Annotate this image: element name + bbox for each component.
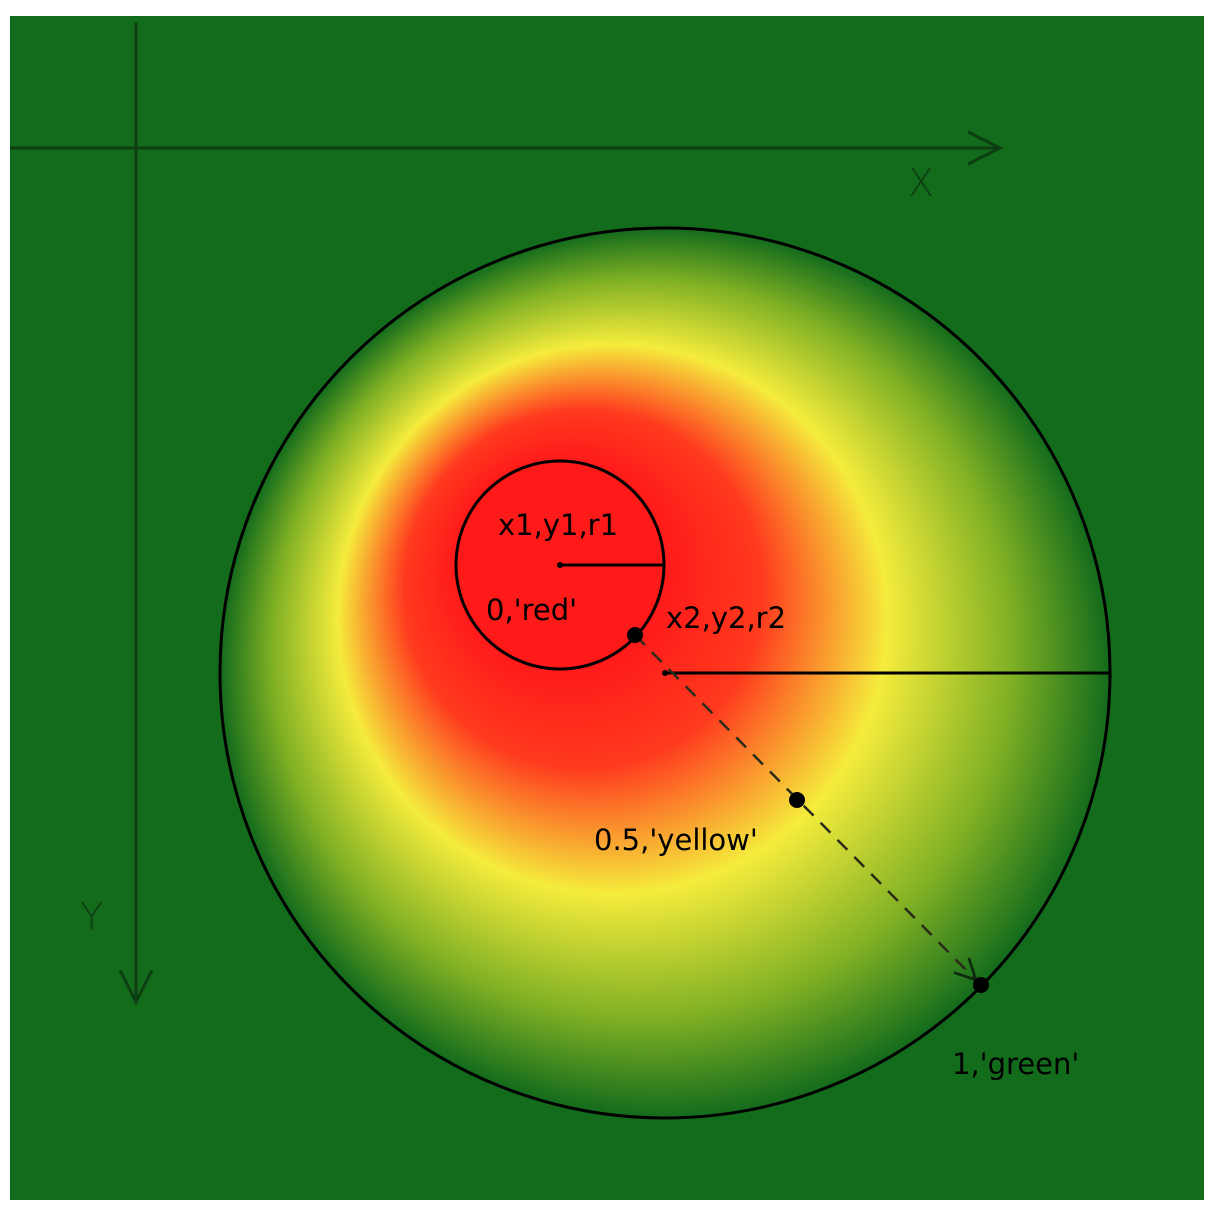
- y-axis: Y: [80, 22, 154, 1006]
- stop-0-label: 0,'red': [486, 593, 577, 627]
- outer-circle-label: x2,y2,r2: [666, 601, 786, 635]
- gradient-direction-line: [634, 634, 976, 980]
- inner-circle-label: x1,y1,r1: [498, 508, 618, 542]
- stop-point-1: [973, 977, 989, 993]
- stop-point-05: [789, 792, 805, 808]
- x-axis: X: [10, 130, 1004, 205]
- y-axis-arrowhead: [118, 969, 154, 1006]
- x-axis-arrowhead: [967, 130, 1004, 166]
- outer-center-point: [662, 670, 668, 676]
- stop-1-label: 1,'green': [952, 1047, 1079, 1081]
- stop-05-label: 0.5,'yellow': [594, 823, 758, 857]
- y-axis-label: Y: [80, 895, 103, 939]
- x-axis-label: X: [908, 161, 934, 205]
- inner-center-point: [557, 562, 563, 568]
- stop-point-0: [627, 627, 643, 643]
